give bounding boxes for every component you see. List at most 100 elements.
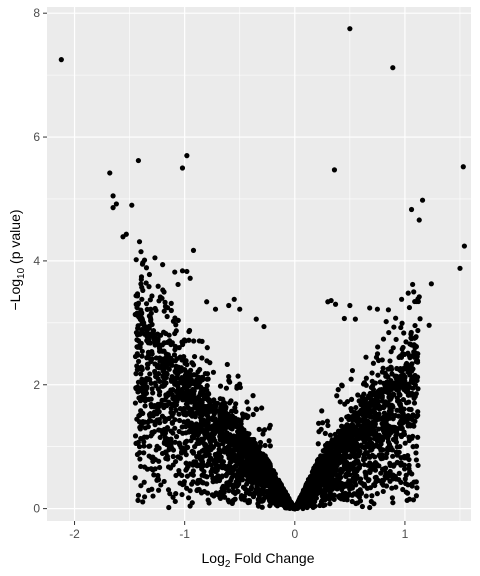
data-point [354,468,360,474]
data-point [338,466,344,472]
data-point [342,490,348,496]
data-point [154,477,160,483]
data-point [322,430,328,436]
data-point [355,392,361,398]
data-point [334,446,340,452]
data-point [110,193,116,199]
data-point [394,365,400,372]
data-point [356,398,362,404]
data-point [358,443,364,449]
data-point [260,431,266,437]
data-point [412,334,419,341]
data-point [226,302,232,309]
data-point [199,374,206,380]
data-point [199,355,205,361]
data-point [287,499,293,505]
data-point [253,486,259,492]
data-point [412,343,418,349]
data-point [146,271,153,278]
data-point [147,371,153,377]
data-point [205,423,212,429]
data-point [253,406,259,412]
data-point [266,438,272,444]
data-point [411,289,417,295]
data-point [394,425,400,432]
data-point [371,501,377,507]
data-point [246,490,252,496]
data-point [168,405,174,412]
data-point [250,411,256,418]
data-point [296,500,302,506]
data-point [276,486,282,492]
data-point [399,425,405,431]
data-point [205,497,211,503]
data-point [207,437,213,443]
data-point [174,356,180,362]
data-point [333,480,339,487]
data-point [189,500,195,506]
data-point [135,389,141,395]
data-point [390,404,396,410]
data-point [166,504,172,511]
data-point [306,477,313,483]
data-point [138,371,144,377]
data-point [192,403,198,409]
data-point [173,434,180,440]
data-point [152,456,159,463]
data-point [375,444,381,450]
data-point [303,486,309,492]
grid-major [47,7,471,521]
data-point [149,431,155,437]
data-point [200,390,207,396]
data-point [141,494,148,500]
data-point [183,401,189,407]
data-point [164,313,170,320]
x-axis-ticks: -2 -1 0 1 [69,521,409,541]
data-point [172,458,179,465]
data-point [358,434,364,440]
data-point [256,426,262,432]
data-point [229,482,235,488]
data-point [186,327,193,334]
data-point [211,411,217,417]
data-point [162,415,168,422]
data-point [379,421,385,427]
data-point [214,400,221,406]
data-point [204,358,210,364]
data-point [389,495,396,501]
data-point [222,445,228,451]
data-point [376,357,382,364]
data-point [318,472,324,478]
data-point [411,400,418,406]
data-point [406,462,412,468]
data-point [202,452,208,458]
data-point [183,358,189,364]
data-point [281,491,287,497]
data-point [244,469,250,475]
data-point [219,429,225,436]
data-point [382,400,388,406]
data-point [145,349,151,355]
data-point [363,354,369,360]
data-point [168,428,174,434]
data-point [383,454,389,461]
data-point [404,490,411,496]
data-point [203,394,210,401]
data-point [179,268,186,274]
data-point [145,424,151,430]
data-point [139,353,145,359]
data-point [191,435,197,441]
data-point [141,439,147,445]
data-point [362,456,368,462]
data-point [314,457,321,464]
data-point [265,466,271,472]
data-point [138,483,144,489]
data-point [214,441,220,447]
data-point [388,386,395,393]
data-point [157,389,163,395]
data-point [393,433,399,439]
data-point [147,443,153,449]
data-point [181,419,187,425]
data-point [218,405,224,411]
data-point [387,358,393,364]
